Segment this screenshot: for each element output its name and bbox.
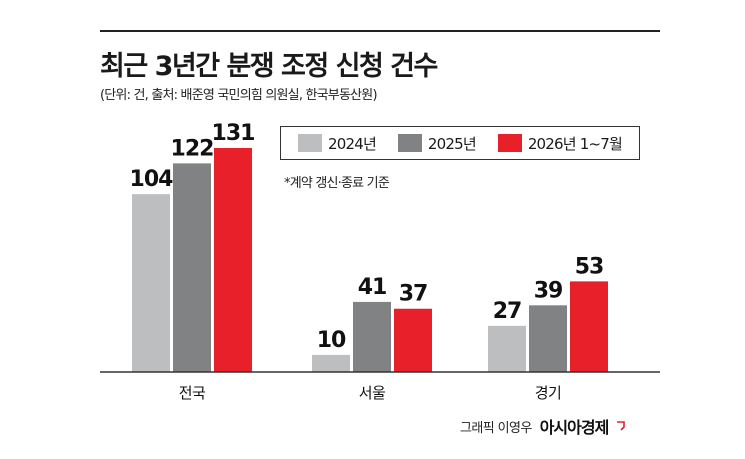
bar-2024-2 [488,325,526,372]
bar-label-2025-0: 122 [171,136,214,161]
bar-label-2025-2: 39 [534,278,563,303]
bar-2025-0 [173,163,211,372]
legend-item-2025: 2025년 [397,133,477,154]
bar-label-2025-1: 41 [358,275,387,300]
bar-2024-1 [312,354,350,372]
bar-label-2024-0: 104 [130,167,174,192]
bar-2026-0 [214,148,252,372]
bar-label-2026-1: 37 [399,282,428,307]
footnote: *계약 갱신·종료 기준 [284,176,390,191]
bar-2026-1 [394,308,432,372]
legend-label-2024: 2024년 [327,134,377,153]
bar-2025-1 [353,301,391,372]
legend-item-2026: 2026년 1~7월 [497,133,623,154]
credit-brand: 아시아경제 [539,418,610,437]
legend-label-2026: 2026년 1~7월 [527,134,623,153]
category-label-0: 전국 [179,384,206,402]
brand-mark-icon [617,420,626,431]
chart-title: 최근 3년간 분쟁 조정 신청 건수 [100,51,438,82]
bar-label-2026-0: 131 [212,121,255,146]
legend-swatch-2024 [297,134,322,152]
legend-label-2025: 2025년 [427,134,477,153]
credit: 그래픽 이영우 아시아경제 [460,414,626,438]
bar-label-2024-2: 27 [493,299,522,324]
legend-swatch-2026 [497,134,522,152]
chart-subtitle: (단위: 건, 출처: 배준영 국민의힘 의원실, 한국부동산원) [100,88,378,103]
top-rule [100,30,660,32]
legend-swatch-2025 [397,134,422,152]
bar-2026-2 [570,281,608,372]
bar-2024-0 [132,194,170,372]
category-label-1: 서울 [359,384,386,402]
legend-item-2024: 2024년 [297,133,377,154]
legend: 2024년 2025년 2026년 1~7월 [280,126,640,160]
bar-2025-2 [529,305,567,372]
credit-text: 그래픽 이영우 [460,420,532,436]
bar-label-2024-1: 10 [317,328,346,353]
bar-label-2026-2: 53 [575,254,604,279]
category-label-2: 경기 [535,384,562,402]
